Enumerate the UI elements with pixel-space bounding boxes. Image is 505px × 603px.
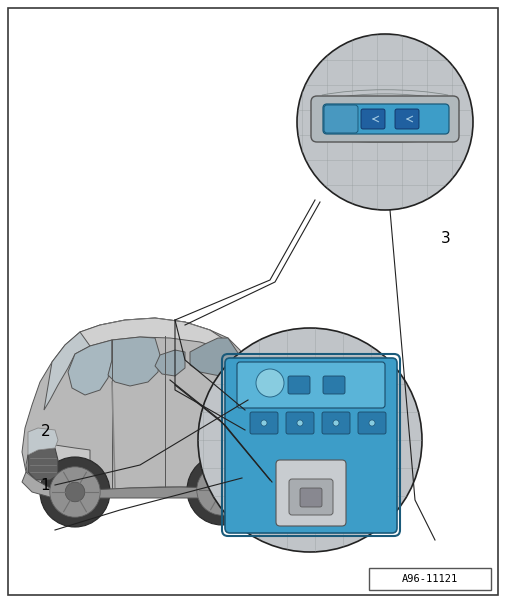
Bar — [369, 568, 490, 590]
FancyBboxPatch shape — [358, 412, 385, 434]
Polygon shape — [22, 472, 70, 498]
Circle shape — [296, 34, 472, 210]
FancyBboxPatch shape — [236, 362, 384, 408]
FancyBboxPatch shape — [285, 412, 314, 434]
Circle shape — [296, 420, 302, 426]
Polygon shape — [44, 332, 90, 410]
FancyBboxPatch shape — [287, 376, 310, 394]
Text: 2: 2 — [40, 424, 50, 438]
FancyBboxPatch shape — [275, 460, 345, 526]
Text: 3: 3 — [439, 231, 449, 245]
Circle shape — [187, 455, 257, 525]
Polygon shape — [108, 337, 160, 386]
FancyBboxPatch shape — [249, 412, 277, 434]
Circle shape — [332, 420, 338, 426]
Circle shape — [65, 482, 85, 502]
Text: 1: 1 — [40, 478, 50, 493]
Circle shape — [196, 465, 247, 515]
FancyBboxPatch shape — [299, 488, 321, 507]
Circle shape — [40, 457, 110, 527]
Polygon shape — [28, 448, 58, 480]
Circle shape — [368, 420, 374, 426]
FancyBboxPatch shape — [288, 479, 332, 515]
FancyBboxPatch shape — [321, 412, 349, 434]
Polygon shape — [28, 428, 58, 455]
Polygon shape — [72, 318, 225, 354]
Polygon shape — [189, 338, 247, 378]
FancyBboxPatch shape — [311, 96, 458, 142]
Circle shape — [212, 480, 231, 500]
FancyBboxPatch shape — [322, 376, 344, 394]
FancyBboxPatch shape — [323, 105, 358, 133]
Polygon shape — [90, 487, 218, 498]
Polygon shape — [155, 350, 185, 376]
FancyBboxPatch shape — [225, 358, 396, 533]
Circle shape — [256, 369, 283, 397]
Polygon shape — [68, 340, 112, 395]
FancyBboxPatch shape — [360, 109, 384, 129]
FancyBboxPatch shape — [394, 109, 418, 129]
Circle shape — [261, 420, 267, 426]
Circle shape — [197, 328, 421, 552]
Text: A96-11121: A96-11121 — [401, 574, 458, 584]
Polygon shape — [26, 440, 90, 492]
FancyBboxPatch shape — [322, 104, 448, 134]
Circle shape — [49, 467, 100, 517]
Polygon shape — [22, 318, 270, 492]
